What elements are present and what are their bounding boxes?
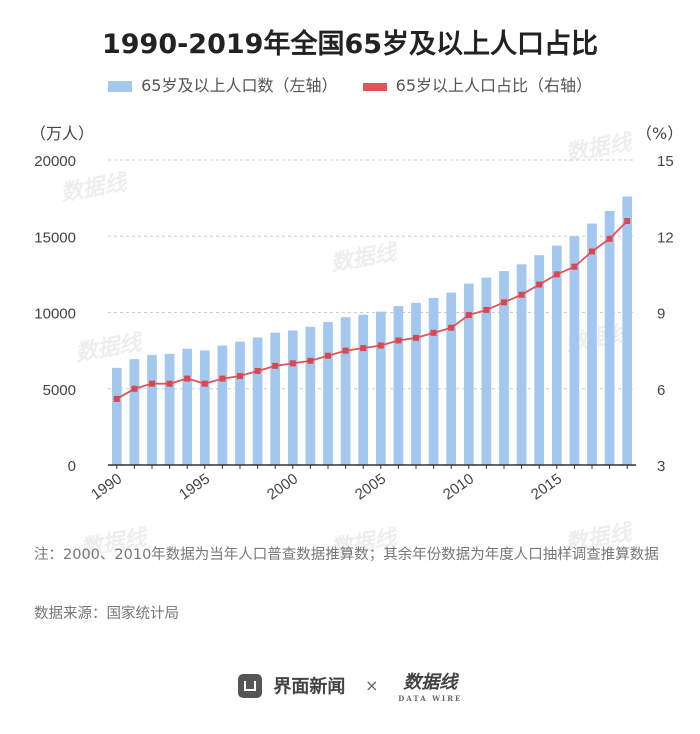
legend-label-bar: 65岁及以上人口数（左轴） bbox=[141, 76, 338, 95]
line-point bbox=[571, 263, 578, 270]
bar bbox=[481, 277, 492, 465]
bar bbox=[305, 326, 316, 465]
bar bbox=[516, 264, 527, 465]
bar bbox=[375, 311, 386, 465]
chart-title: 1990-2019年全国65岁及以上人口占比 bbox=[101, 29, 599, 60]
bar bbox=[235, 341, 245, 465]
x-tick-label: 2005 bbox=[352, 470, 389, 503]
legend-swatch-line bbox=[362, 82, 387, 91]
y-left-tick-label: 15000 bbox=[34, 229, 76, 246]
line-point bbox=[325, 352, 331, 359]
line-point bbox=[272, 362, 279, 369]
legend-label-line: 65岁以上人口占比（右轴） bbox=[395, 76, 593, 95]
line-point bbox=[589, 248, 595, 255]
line-point bbox=[624, 218, 631, 224]
bar bbox=[569, 236, 580, 465]
bar bbox=[111, 367, 122, 465]
y-left-tick-label: 10000 bbox=[34, 306, 76, 323]
line-point bbox=[289, 360, 296, 367]
line-point bbox=[377, 342, 384, 349]
bar bbox=[604, 210, 615, 465]
data-source: 数据来源：国家统计局 bbox=[34, 606, 179, 622]
bar bbox=[340, 317, 351, 465]
line-series bbox=[116, 220, 628, 400]
y-right-tick-label: 9 bbox=[657, 306, 665, 323]
line-point bbox=[342, 347, 349, 354]
bar bbox=[164, 353, 175, 465]
x-tick-label: 1990 bbox=[88, 470, 125, 503]
line-point bbox=[518, 291, 525, 298]
line-point bbox=[201, 380, 208, 387]
bar bbox=[358, 314, 369, 465]
x-tick-label: 1995 bbox=[176, 470, 213, 503]
line-point bbox=[413, 334, 419, 341]
bar bbox=[499, 271, 509, 465]
y-right-tick-label: 3 bbox=[657, 458, 665, 475]
legend-swatch-bar bbox=[107, 81, 132, 92]
x-tick-label: 2015 bbox=[528, 470, 565, 503]
bar bbox=[534, 255, 545, 465]
bar bbox=[622, 196, 633, 465]
line-point bbox=[113, 395, 120, 402]
bar bbox=[411, 302, 421, 465]
bar bbox=[129, 359, 140, 465]
footnote: 注：2000、2010年数据为当年人口普查数据推算数；其余年份数据为年度人口抽样… bbox=[34, 547, 659, 563]
line-point bbox=[501, 299, 507, 306]
line-point bbox=[131, 385, 138, 392]
bar bbox=[217, 345, 228, 465]
line-point bbox=[483, 306, 490, 313]
line-point bbox=[254, 367, 261, 374]
line-point bbox=[430, 329, 437, 336]
brand-datawire: 数据线 DATA WIRE bbox=[398, 668, 462, 703]
brand-jiemian: 界面新闻 bbox=[273, 676, 346, 698]
line-point bbox=[536, 281, 543, 288]
legend-item-line: 65岁以上人口占比（右轴） bbox=[362, 72, 593, 96]
y-left-tick-label: 5000 bbox=[43, 382, 76, 399]
bar bbox=[182, 348, 193, 465]
line-point bbox=[219, 375, 226, 382]
bar bbox=[446, 292, 457, 465]
y-right-tick-label: 6 bbox=[657, 382, 665, 399]
legend: 65岁及以上人口数（左轴） 65岁以上人口占比（右轴） bbox=[0, 72, 700, 96]
brand-datawire-sub: DATA WIRE bbox=[398, 694, 463, 703]
line-point bbox=[184, 375, 191, 382]
y-right-tick-label: 12 bbox=[657, 229, 674, 246]
bar bbox=[199, 350, 210, 465]
bar bbox=[551, 245, 562, 465]
y-left-axis-label: （万人） bbox=[30, 124, 94, 143]
line-point bbox=[395, 337, 402, 344]
line-point bbox=[606, 235, 613, 242]
y-right-axis-label: （%） bbox=[636, 124, 683, 143]
bar bbox=[323, 322, 333, 465]
line-point bbox=[307, 357, 314, 364]
bar bbox=[428, 297, 439, 465]
line-point bbox=[465, 312, 472, 319]
y-left-tick-label: 20000 bbox=[34, 153, 76, 170]
bar bbox=[252, 337, 263, 465]
line-point bbox=[360, 345, 367, 352]
line-point bbox=[166, 380, 173, 387]
line-point bbox=[149, 380, 155, 387]
y-left-tick-label: 0 bbox=[68, 458, 76, 475]
bar bbox=[147, 354, 157, 465]
bar bbox=[270, 332, 281, 465]
legend-item-bar: 65岁及以上人口数（左轴） bbox=[107, 72, 338, 96]
footer-brands: 界面新闻 × 数据线 DATA WIRE bbox=[0, 668, 700, 703]
brand-datawire-name: 数据线 bbox=[403, 672, 458, 693]
bar bbox=[587, 223, 597, 465]
x-tick-label: 2010 bbox=[440, 470, 477, 503]
bar bbox=[393, 306, 404, 465]
jiemian-logo-icon bbox=[237, 673, 262, 698]
chart-area: 0 5000 10000 15000 20000 3 6 9 12 15 （万人） （%） 1990 19… bbox=[30, 124, 683, 503]
times-separator: × bbox=[365, 676, 379, 695]
x-tick-label: 2000 bbox=[264, 470, 301, 503]
bar bbox=[287, 330, 298, 465]
y-right-tick-label: 15 bbox=[657, 153, 674, 170]
line-point bbox=[448, 324, 455, 331]
line-point bbox=[553, 271, 560, 278]
bar bbox=[463, 283, 474, 465]
line-point bbox=[237, 373, 243, 380]
